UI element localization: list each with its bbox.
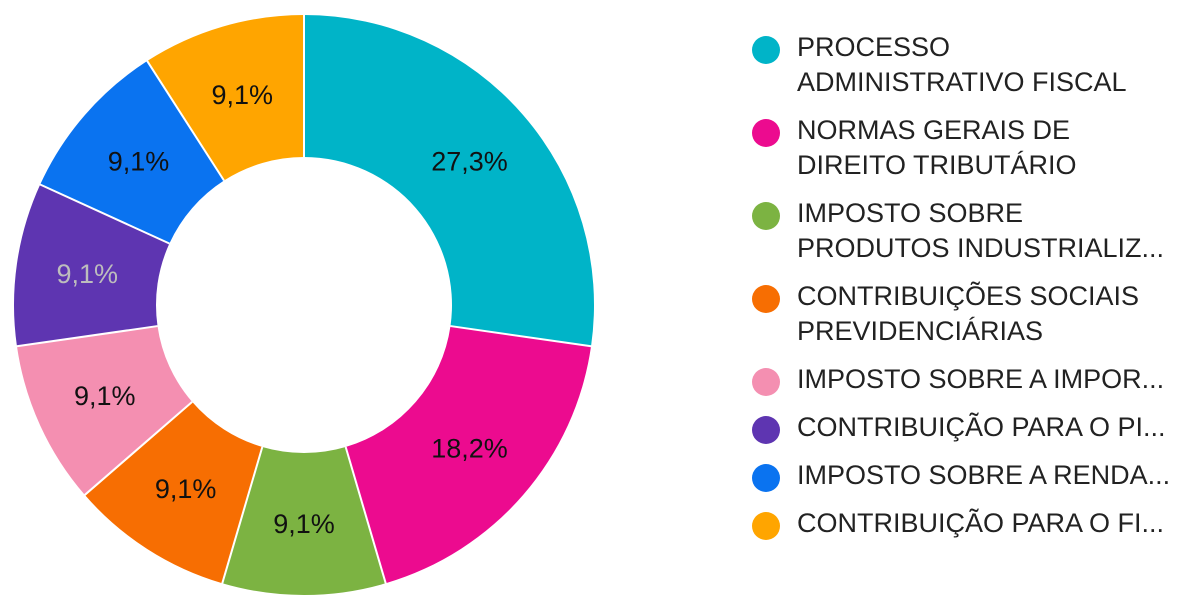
legend-swatch-0: [752, 36, 780, 64]
donut-slice-6: [40, 61, 224, 244]
donut-slice-3: [84, 401, 263, 584]
slice-value-label-6: 9,1%: [108, 147, 170, 177]
slice-value-label-0: 27,3%: [431, 147, 508, 177]
chart-legend: PROCESSO ADMINISTRATIVO FISCAL NORMAS GER…: [752, 30, 1192, 554]
legend-label-2: IMPOSTO SOBRE PRODUTOS INDUSTRIALIZ...: [797, 198, 1165, 263]
legend-label-7: CONTRIBUIÇÃO PARA O FI...: [797, 508, 1165, 538]
legend-swatch-1: [752, 119, 780, 147]
slice-separator-7: [145, 59, 225, 182]
slice-separator-4: [83, 401, 193, 497]
legend-item-4: IMPOSTO SOBRE A IMPOR...: [752, 362, 1192, 397]
legend-swatch-2: [752, 202, 780, 230]
donut-slice-0: [304, 15, 594, 347]
slice-separator-1: [450, 325, 593, 348]
slice-separator-5: [15, 325, 158, 348]
donut-slice-1: [345, 326, 592, 584]
donut-slice-2: [222, 447, 386, 596]
slice-separator-3: [221, 446, 264, 585]
legend-item-7: CONTRIBUIÇÃO PARA O FI...: [752, 506, 1192, 541]
donut-svg: 27,3% 18,2% 9,1% 9,1% 9,1% 9,1% 9,1% 9,1%: [13, 14, 594, 596]
legend-item-3: CONTRIBUIÇÕES SOCIAIS PREVIDENCIÁRIAS: [752, 279, 1192, 349]
legend-item-6: IMPOSTO SOBRE A RENDA...: [752, 458, 1192, 493]
legend-label-1: NORMAS GERAIS DE DIREITO TRIBUTÁRIO: [797, 115, 1077, 180]
legend-swatch-7: [752, 512, 780, 540]
legend-swatch-4: [752, 368, 780, 396]
legend-item-0: PROCESSO ADMINISTRATIVO FISCAL: [752, 30, 1192, 100]
slice-value-label-4: 9,1%: [74, 381, 136, 411]
slice-value-label-5: 9,1%: [56, 259, 118, 289]
legend-item-2: IMPOSTO SOBRE PRODUTOS INDUSTRIALIZ...: [752, 196, 1192, 266]
donut-slice-5: [13, 184, 170, 347]
legend-swatch-6: [752, 464, 780, 492]
legend-swatch-3: [752, 285, 780, 313]
slice-separator-2: [344, 446, 387, 585]
legend-label-4: IMPOSTO SOBRE A IMPOR...: [797, 364, 1165, 394]
slice-value-label-2: 9,1%: [273, 509, 335, 539]
slice-value-label-7: 9,1%: [212, 80, 274, 110]
donut-slice-7: [147, 15, 304, 181]
legend-label-0: PROCESSO ADMINISTRATIVO FISCAL: [797, 32, 1127, 97]
slice-value-label-1: 18,2%: [431, 433, 508, 463]
legend-label-3: CONTRIBUIÇÕES SOCIAIS PREVIDENCIÁRIAS: [797, 281, 1140, 346]
legend-label-6: IMPOSTO SOBRE A RENDA...: [797, 460, 1171, 490]
legend-label-5: CONTRIBUIÇÃO PARA O PI...: [797, 412, 1166, 442]
legend-item-5: CONTRIBUIÇÃO PARA O PI...: [752, 410, 1192, 445]
slice-value-label-3: 9,1%: [155, 474, 217, 504]
legend-item-1: NORMAS GERAIS DE DIREITO TRIBUTÁRIO: [752, 113, 1192, 183]
donut-slice-4: [16, 326, 193, 495]
legend-swatch-5: [752, 416, 780, 444]
slice-separator-6: [38, 183, 170, 245]
